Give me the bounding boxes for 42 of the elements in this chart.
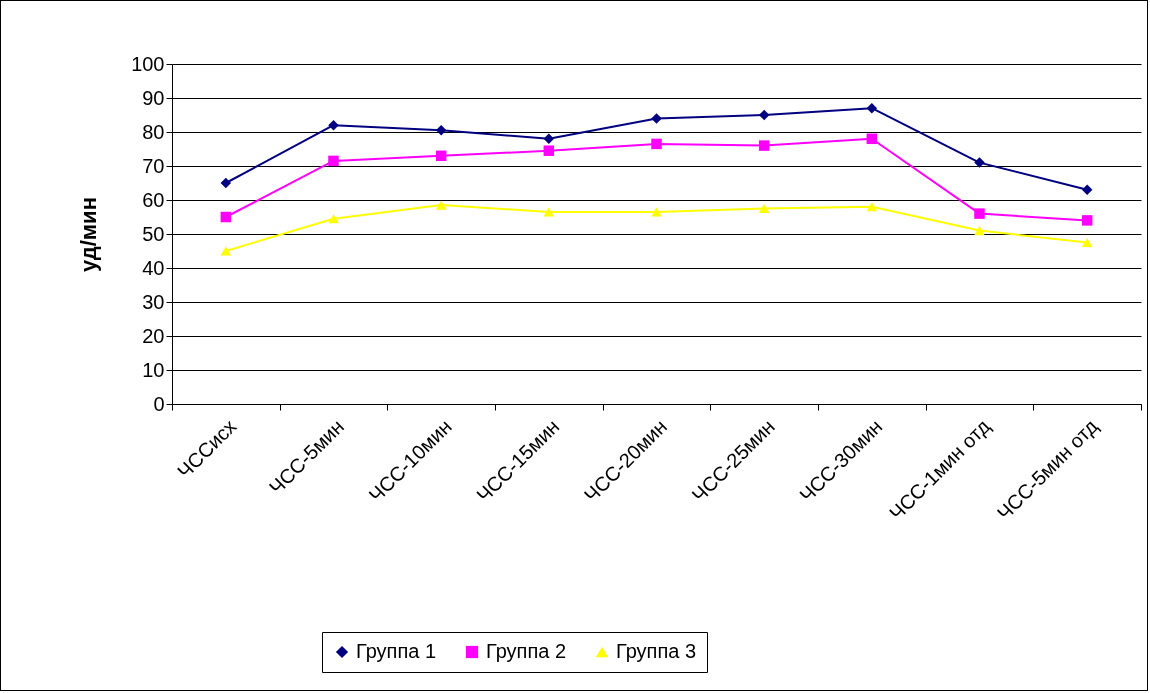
point — [974, 226, 985, 236]
point — [435, 125, 447, 136]
point — [328, 119, 339, 131]
y-tick-label: 100 — [131, 52, 165, 75]
legend-label: Группа 1 — [356, 640, 437, 662]
point — [1081, 237, 1093, 248]
point — [220, 246, 232, 256]
y-tick-label: 90 — [142, 86, 165, 109]
legend-label: Группа 2 — [486, 640, 567, 662]
y-tick-label: 80 — [142, 120, 165, 143]
point — [866, 133, 878, 145]
y-tick-label: 10 — [142, 358, 165, 381]
legend-label: Группа 3 — [616, 640, 697, 662]
point — [866, 102, 878, 114]
y-tick-label: 40 — [142, 256, 165, 279]
point — [758, 203, 770, 214]
point — [543, 207, 555, 217]
point — [651, 113, 662, 124]
point — [1081, 184, 1093, 196]
y-tick-label: 70 — [142, 154, 165, 177]
point — [435, 150, 447, 162]
point — [758, 140, 770, 151]
point — [974, 208, 985, 219]
y-tick-label: 30 — [142, 290, 165, 313]
point — [866, 202, 878, 212]
point — [328, 214, 339, 224]
y-tick-label: 50 — [142, 222, 165, 245]
point — [1081, 215, 1093, 226]
point — [220, 211, 232, 223]
point — [758, 109, 770, 121]
y-axis-title: уд/мин — [76, 197, 102, 272]
y-tick-label: 20 — [142, 324, 165, 347]
y-tick-label: 0 — [153, 392, 165, 415]
point — [435, 200, 447, 210]
point — [220, 177, 232, 189]
point — [651, 207, 662, 217]
point — [974, 157, 985, 168]
point — [328, 155, 339, 167]
point — [543, 145, 555, 156]
point — [651, 138, 662, 150]
point — [543, 133, 555, 145]
y-tick-label: 60 — [142, 188, 165, 211]
